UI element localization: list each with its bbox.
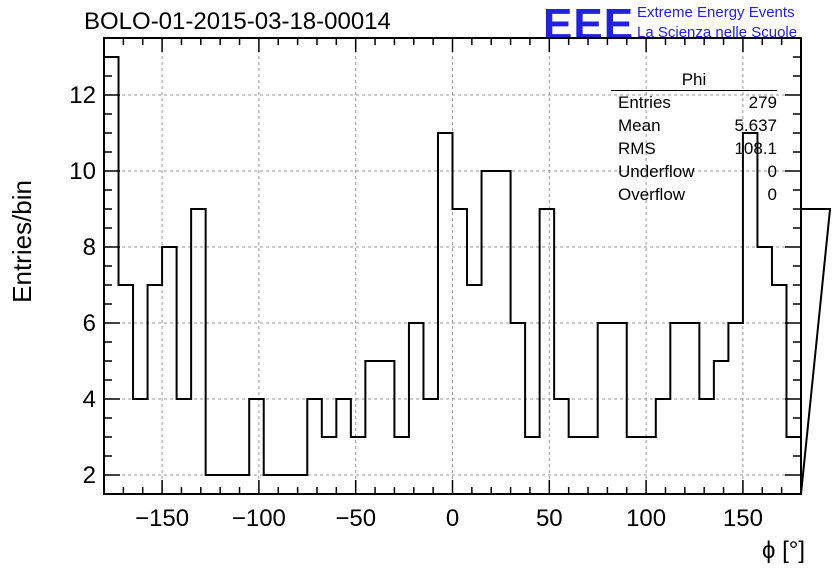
y-tick-label: 12 (69, 82, 96, 109)
y-tick-label: 6 (83, 310, 96, 337)
stats-label: Mean (618, 116, 661, 135)
stats-row-overflow: Overflow 0 (611, 183, 777, 206)
x-tick-label: −100 (232, 505, 286, 532)
stats-label: Overflow (618, 185, 686, 204)
stats-label: RMS (618, 139, 656, 158)
x-tick-label: 50 (536, 505, 563, 532)
y-tick-label: 4 (83, 386, 96, 413)
y-tick-label: 8 (83, 234, 96, 261)
stats-row-mean: Mean 5.637 (611, 114, 777, 137)
x-tick-label: −50 (335, 505, 376, 532)
stats-value: 108.1 (734, 139, 777, 158)
stats-value: 0 (767, 185, 777, 204)
stats-name: Phi (611, 70, 777, 91)
stats-value: 0 (767, 162, 777, 181)
stats-label: Entries (618, 93, 671, 112)
x-tick-label: 150 (723, 505, 763, 532)
logo-line-2: La Scienza nelle Scuole (637, 24, 798, 41)
y-axis-label: Entries/bin (7, 180, 37, 303)
x-tick-label: −150 (135, 505, 189, 532)
histogram-title: BOLO-01-2015-03-18-00014 (84, 8, 391, 35)
x-axis-label: ϕ [°] (762, 537, 805, 564)
x-tick-labels: −150 −100 −50 0 50 100 150 (135, 505, 763, 532)
stats-value: 5.637 (734, 116, 777, 135)
stats-row-entries: Entries 279 (611, 91, 777, 114)
logo-line-1: Extreme Energy Events (637, 4, 795, 21)
axis-ticks (103, 37, 802, 494)
y-tick-labels: 2 4 6 8 10 12 (69, 82, 96, 489)
histogram-step-line (103, 56, 832, 495)
stats-label: Underflow (618, 162, 695, 181)
stats-row-underflow: Underflow 0 (611, 160, 777, 183)
x-tick-label: 0 (446, 505, 459, 532)
stats-row-rms: RMS 108.1 (611, 137, 777, 160)
y-tick-label: 10 (69, 158, 96, 185)
stats-value: 279 (748, 93, 777, 112)
y-tick-label: 2 (83, 462, 96, 489)
x-tick-label: 100 (626, 505, 666, 532)
stats-box: Phi Entries 279 Mean 5.637 RMS 108.1 Underflow… (611, 70, 777, 206)
